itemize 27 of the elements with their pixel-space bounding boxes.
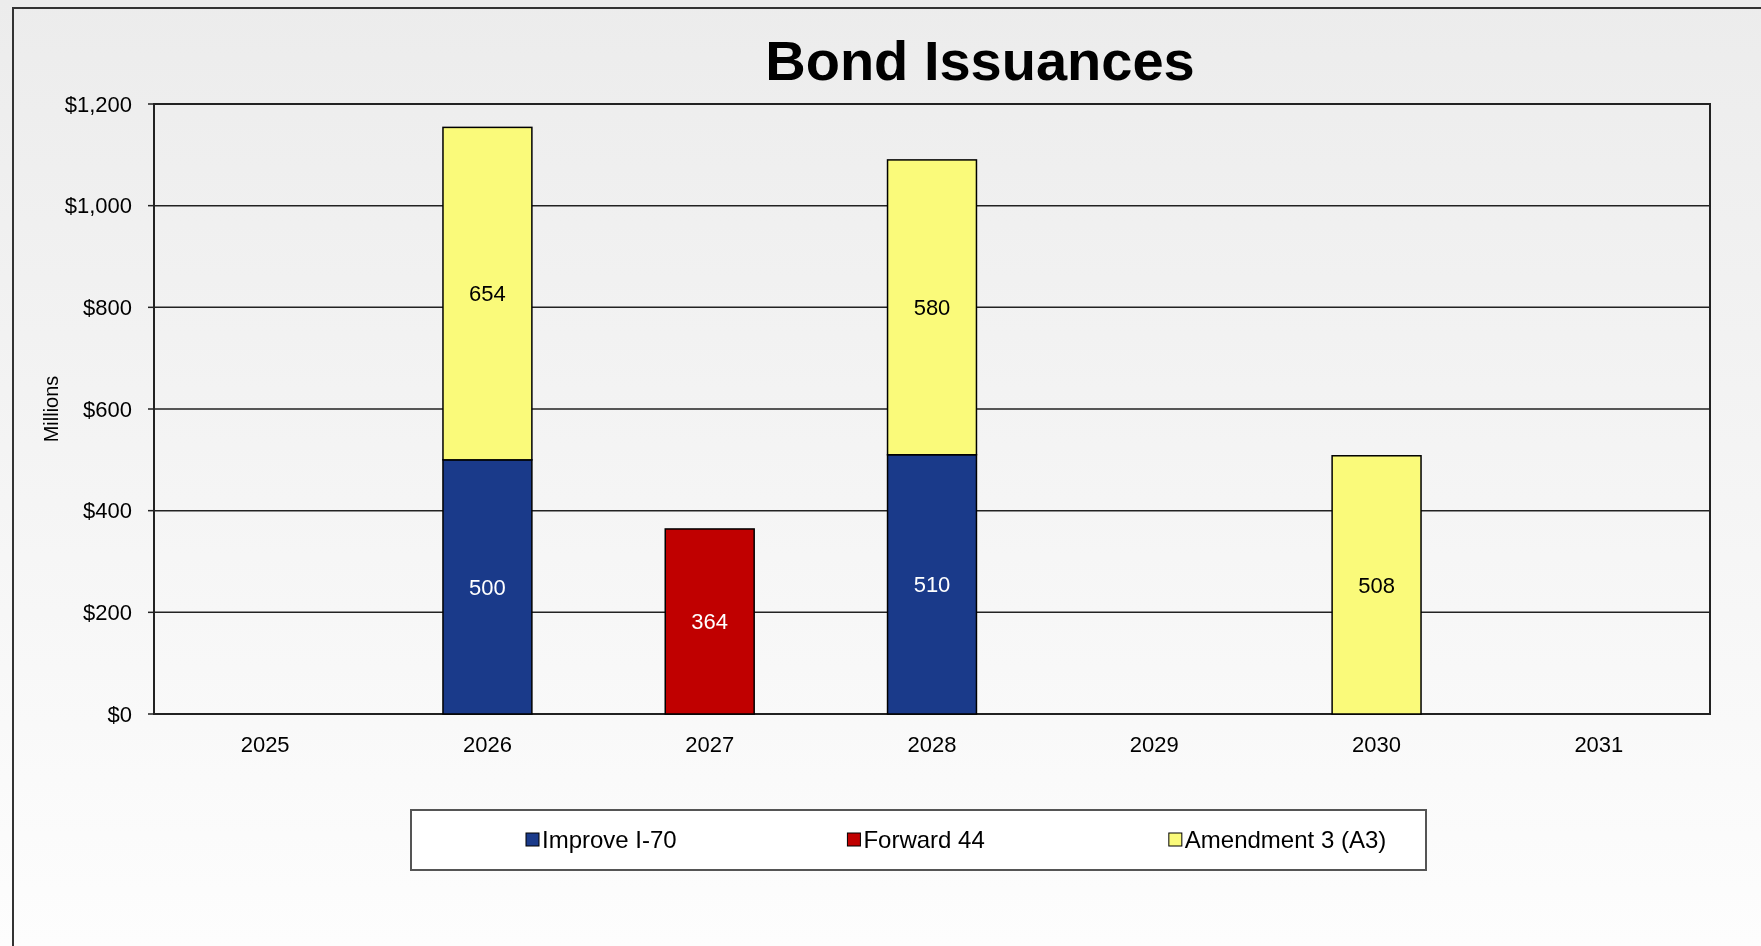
y-tick-label: $800 [83, 295, 132, 321]
x-tick-label: 2025 [240, 732, 290, 757]
data-label: 364 [691, 609, 729, 635]
y-tick-label: $1,000 [64, 193, 132, 219]
legend-label: Forward 44 [863, 826, 985, 854]
x-tick-label: 2031 [1574, 732, 1624, 757]
bar [664, 528, 755, 715]
data-label: 580 [913, 295, 951, 321]
legend-label: Improve I-70 [542, 826, 677, 854]
y-axis-title: Millions [40, 375, 62, 443]
y-tick-label: $0 [107, 701, 132, 727]
data-label: 508 [1358, 572, 1395, 598]
x-tick-label: 2030 [1352, 732, 1402, 757]
data-label: 654 [469, 281, 506, 307]
x-tick-label: 2026 [462, 732, 512, 757]
y-tick-label: $1,200 [64, 91, 132, 117]
bar [1331, 455, 1422, 715]
y-tick-label: $200 [83, 600, 132, 626]
y-tick-label: $400 [83, 498, 132, 524]
x-tick-label: 2027 [685, 732, 735, 757]
legend-label: Amendment 3 (A3) [1184, 826, 1387, 854]
data-label: 500 [469, 574, 506, 600]
data-label: 510 [913, 572, 951, 598]
x-tick-label: 2029 [1129, 732, 1179, 757]
x-tick-label: 2028 [907, 732, 957, 757]
y-tick-label: $600 [83, 396, 132, 422]
chart-title: Bond Issuances [765, 29, 1195, 92]
